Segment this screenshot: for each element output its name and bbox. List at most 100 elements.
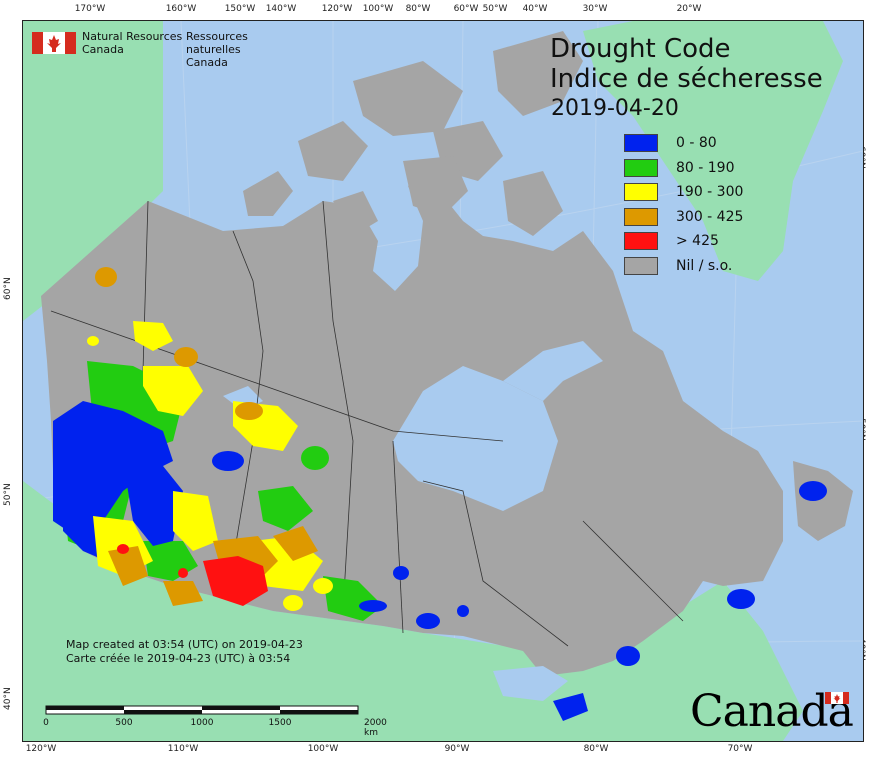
longitude-label: 20°W [676,4,702,14]
dc-190-300-region [313,578,333,594]
map-date: 2019-04-20 [551,96,679,121]
longitude-label: 40°W [522,4,548,14]
longitude-label: 170°W [74,4,106,14]
longitude-label: 100°W [307,744,339,754]
legend-swatch [624,158,658,177]
legend-swatch [624,232,658,251]
longitude-label: 150°W [224,4,256,14]
scale-label: 1500 [268,718,292,728]
dc-0-80-region [727,589,755,609]
creation-note: Map created at 03:54 (UTC) on 2019-04-23… [66,638,303,666]
org-fr-line1: Ressources naturelles [186,30,248,56]
alaska-land [23,21,163,321]
map-title: Drought Code Indice de sécheresse [550,34,823,94]
longitude-label: 100°W [362,4,394,14]
dc-0-80-region [616,646,640,666]
latitude-label: 50°N [3,483,13,506]
dc-190-300-region [173,491,218,551]
scale-bar: 0 500 1000 1500 2000 km [40,704,400,738]
longitude-label: 120°W [321,4,353,14]
dc-over-425-region [117,544,129,554]
dc-80-190-region [301,446,329,470]
longitude-label: 160°W [165,4,197,14]
newfoundland-land [793,461,853,541]
drought-regions [53,267,827,721]
longitude-label: 120°W [25,744,57,754]
dc-0-80-region [416,613,440,629]
dc-0-80-region [553,693,588,721]
dc-300-425-region [273,526,318,561]
creation-note-fr: Carte créée le 2019-04-23 (UTC) à 03:54 [66,652,291,665]
longitude-label: 80°W [405,4,431,14]
org-name-fr: Ressources naturelles Canada [186,30,248,69]
longitude-label: 60°W [453,4,479,14]
dc-0-80-region [799,481,827,501]
legend-swatch [624,257,658,275]
legend-swatch [624,134,658,152]
legend-label: > 425 [676,233,719,250]
legend-item: 190 - 300 [624,183,824,203]
dc-300-425-region [108,546,148,586]
org-en-line2: Canada [82,43,124,56]
legend-label: 0 - 80 [676,135,717,151]
legend-item: Nil / s.o. [624,257,824,277]
scale-label: 2000 km [364,718,387,738]
legend-label: 80 - 190 [676,159,735,176]
longitude-label: 140°W [265,4,297,14]
longitude-label: 110°W [167,744,199,754]
legend-item: 300 - 425 [624,207,824,228]
longitude-label: 80°W [583,744,609,754]
great-lakes [493,666,568,701]
canada-flag-icon [32,32,76,54]
dc-80-190-region [258,486,313,531]
greenland-land [583,21,843,281]
latitude-label: 60°N [3,277,13,300]
wordmark-flag-icon [825,692,849,704]
legend-label: 300 - 425 [676,208,744,225]
dc-0-80-region [123,461,183,546]
dc-190-300-region [283,595,303,611]
latitude-label: 40°N [3,687,13,710]
dc-over-425-region [178,568,188,578]
longitude-label: 70°W [727,744,753,754]
dc-300-425-region [174,347,198,367]
arctic-islands [243,31,583,236]
dc-190-300-region [87,336,99,346]
org-name-en: Natural Resources Canada [82,30,182,56]
hudson-strait [503,341,603,401]
title-line-en: Drought Code [550,34,731,64]
dc-300-425-region [163,581,203,606]
org-fr-line2: Canada [186,56,228,69]
legend-item: 0 - 80 [624,134,824,154]
dc-0-80-region [457,605,469,617]
creation-note-en: Map created at 03:54 (UTC) on 2019-04-23 [66,638,303,651]
dc-190-300-region [133,321,173,351]
org-en-line1: Natural Resources [82,30,183,43]
longitude-label: 90°W [444,744,470,754]
scale-label: 1000 [190,718,214,728]
dc-190-300-region [143,366,203,416]
dc-0-80-region [359,600,387,612]
legend-item: 80 - 190 [624,158,824,179]
map-frame[interactable] [22,20,864,742]
dc-0-80-region [212,451,244,471]
longitude-label: 50°W [482,4,508,14]
dc-300-425-region [235,402,263,420]
legend-swatch [624,183,658,202]
scale-label: 0 [43,718,49,728]
legend-label: 190 - 300 [676,184,744,201]
drought-map[interactable] [23,21,863,741]
dc-300-425-region [95,267,117,287]
title-line-fr: Indice de sécheresse [550,64,823,94]
dc-0-80-region [393,566,409,580]
nrcan-signature: Natural Resources Canada Ressources natu… [32,30,248,69]
scale-label: 500 [115,718,133,728]
legend-item: > 425 [624,232,824,252]
legend-swatch [624,207,658,226]
dc-0-80-region [53,401,173,541]
scale-bar-graphic [45,705,359,715]
usa-land [23,481,803,741]
legend-label: Nil / s.o. [676,258,733,274]
dc-over-425-region [203,556,268,606]
longitude-label: 30°W [582,4,608,14]
